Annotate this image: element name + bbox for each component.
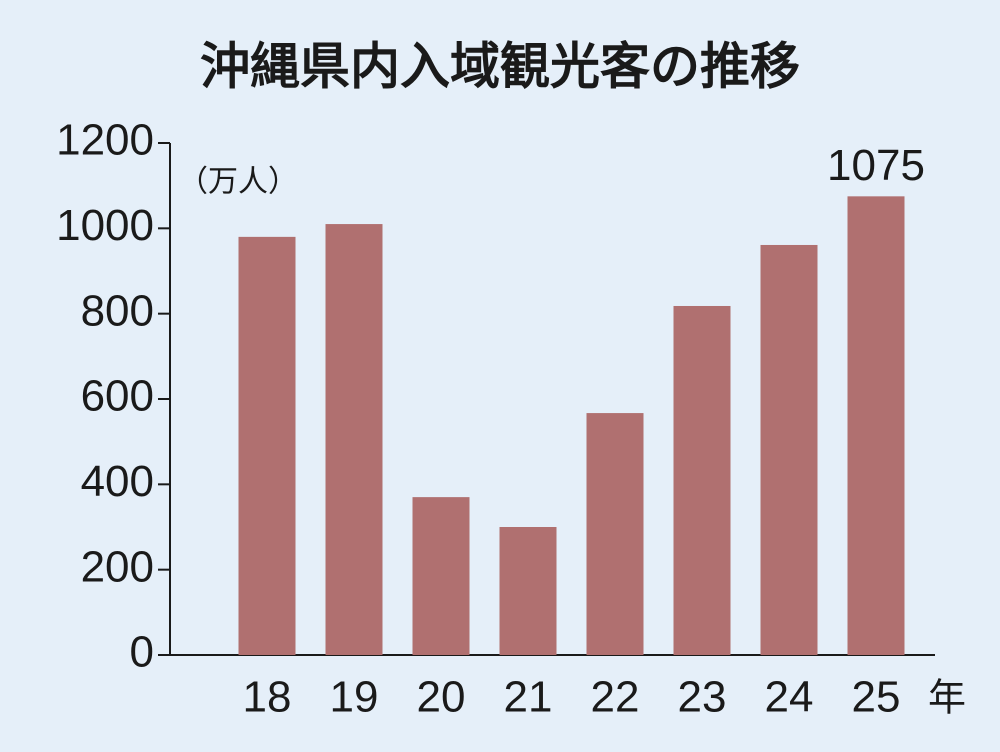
x-tick-label: 24 (765, 673, 814, 722)
x-tick-label: 18 (243, 673, 292, 722)
y-tick-label: 400 (81, 457, 154, 506)
bar (760, 244, 818, 655)
y-tick-label: 800 (81, 286, 154, 335)
x-tick-label: 23 (678, 673, 727, 722)
bar (499, 527, 557, 655)
x-tick-label: 20 (417, 673, 466, 722)
x-tick-label: 22 (591, 673, 640, 722)
chart-title: 沖縄県内入域観光客の推移 (200, 38, 800, 96)
x-axis-label: 年 (928, 676, 966, 720)
x-tick-label: 19 (330, 673, 379, 722)
bar (847, 196, 905, 656)
y-tick-label: 200 (81, 542, 154, 591)
bar (412, 497, 470, 655)
bar (673, 305, 731, 655)
y-tick-label: 1000 (56, 201, 154, 250)
value-label: 1075 (827, 141, 925, 190)
x-tick-label: 21 (504, 673, 553, 722)
y-tick-label: 1200 (56, 116, 154, 165)
bar (586, 413, 644, 655)
x-tick-label: 25 (852, 673, 901, 722)
bar (325, 224, 383, 656)
y-axis-label: （万人） (178, 165, 298, 200)
y-tick-label: 600 (81, 372, 154, 421)
y-tick-label: 0 (130, 628, 154, 677)
bar (238, 236, 296, 655)
